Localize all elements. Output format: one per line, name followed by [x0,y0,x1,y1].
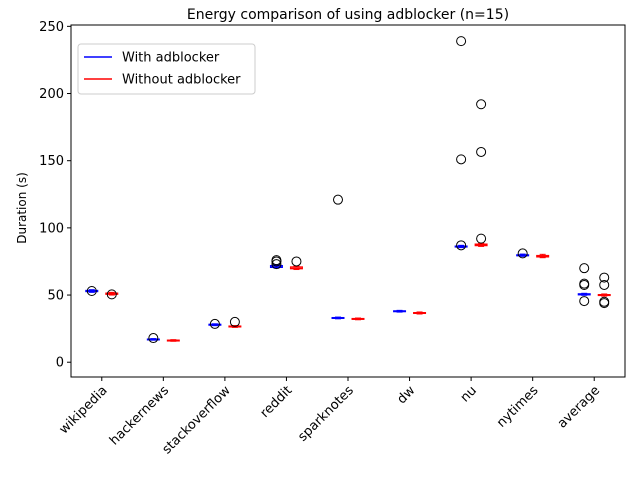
box-sparknotes [331,194,345,320]
outlier-point [148,333,159,344]
chart-title: Energy comparison of using adblocker (n=… [187,7,509,23]
box-nytimes [536,253,550,259]
outlier-point [599,279,610,290]
box-sparknotes [351,317,365,321]
x-tick-label-dw: dw [394,383,418,407]
outlier-point [476,146,487,157]
x-tick-label-nytimes: nytimes [494,383,542,431]
outlier-point [456,240,467,251]
y-tick-label: 200 [39,87,64,102]
plot-area [85,36,611,344]
y-tick-label: 0 [56,356,64,371]
x-tick-label-sparknotes: sparknotes [295,383,357,445]
outlier-point [579,263,590,274]
x-tick-label-average: average [555,383,603,431]
outlier-point [476,99,487,110]
box-wikipedia [105,289,119,300]
box-nu [454,36,468,251]
series-with-adblocker [85,36,591,344]
box-hackernews [146,333,160,344]
box-average [597,272,611,309]
box-dw [413,311,427,315]
box-hackernews [166,339,180,342]
box-wikipedia [85,286,99,297]
x-tick-label-nu: nu [458,383,480,405]
outlier-point [86,286,97,297]
outlier-point [599,272,610,283]
box-dw [393,309,407,313]
outlier-point [291,256,302,267]
legend-label-0: With adblocker [122,51,220,66]
y-tick-label: 50 [47,289,64,304]
legend: With adblocker Without adblocker [77,43,256,95]
outlier-point [209,318,220,329]
legend-box [77,43,256,95]
outlier-point [476,233,487,244]
x-tick-label-hackernews: hackernews [107,383,172,448]
outlier-point [271,255,282,266]
box-reddit [289,256,303,271]
y-tick-label: 250 [39,20,64,35]
box-stackoverflow [208,318,222,329]
box-stackoverflow [228,316,242,328]
outlier-point [517,248,528,259]
box-nu [474,99,488,247]
outlier-point [271,259,282,270]
box-reddit [269,255,283,270]
outlier-point [106,289,117,300]
outlier-point [229,316,240,327]
outlier-point [579,278,590,289]
outlier-point [456,154,467,165]
legend-label-1: Without adblocker [122,73,241,88]
box-nytimes [516,248,530,259]
outlier-point [599,296,610,307]
series-without-adblocker [105,99,611,342]
x-tick-label-reddit: reddit [258,383,296,421]
y-axis-label: Duration (s) [15,172,29,244]
x-tick-label-wikipedia: wikipedia [57,383,111,437]
outlier-point [456,36,467,47]
y-tick-label: 150 [39,154,64,169]
outlier-point [333,194,343,205]
outlier-point [579,296,590,307]
y-tick-label: 100 [39,221,64,236]
box-average [577,263,591,307]
